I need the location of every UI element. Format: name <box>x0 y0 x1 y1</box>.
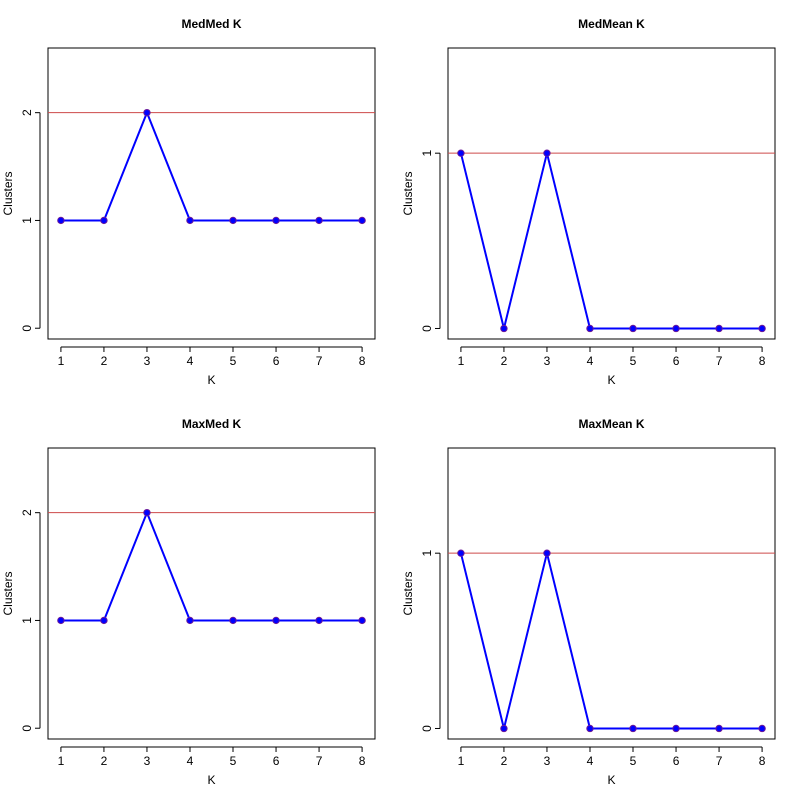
data-point <box>57 216 65 225</box>
x-tick-label: 6 <box>673 354 680 368</box>
data-point <box>629 324 637 333</box>
x-tick-label: 3 <box>144 754 151 768</box>
series-line <box>459 552 763 730</box>
y-tick-label: 1 <box>20 617 34 624</box>
data-point <box>272 616 280 625</box>
data-point <box>457 549 465 557</box>
x-tick-label: 7 <box>316 754 323 768</box>
data-point <box>672 724 680 733</box>
data-point <box>57 616 65 625</box>
data-point <box>758 724 766 733</box>
x-tick-label: 7 <box>316 354 323 368</box>
x-tick-label: 8 <box>359 354 366 368</box>
chart-panel: MedMed K 1 2 3 4 5 6 7 8 K 0 1 2 Clusters <box>1 17 376 387</box>
chart-title: MedMean K <box>578 17 645 31</box>
x-axis-label: K <box>607 773 615 787</box>
series-line <box>459 152 763 330</box>
data-point <box>143 108 151 117</box>
data-point <box>186 616 194 625</box>
chart-panel: MaxMean K 1 2 3 4 5 6 7 8 K 0 1 Clusters <box>401 417 776 787</box>
y-tick-label: 2 <box>20 509 34 516</box>
x-tick-label: 6 <box>273 354 280 368</box>
data-point <box>543 149 551 157</box>
data-point <box>143 508 151 517</box>
x-tick-label: 2 <box>501 754 508 768</box>
data-point <box>186 216 194 225</box>
data-point <box>457 149 465 157</box>
x-tick-label: 3 <box>544 354 551 368</box>
data-point <box>358 216 366 225</box>
plot-frame <box>447 47 776 340</box>
x-tick-label: 1 <box>58 754 65 768</box>
chart-title: MaxMean K <box>578 417 644 431</box>
y-axis-label: Clusters <box>401 171 415 215</box>
x-tick-label: 3 <box>144 354 151 368</box>
x-tick-label: 5 <box>230 354 237 368</box>
plot-frame <box>447 447 776 740</box>
y-tick-label: 1 <box>20 217 34 224</box>
data-point <box>229 616 237 625</box>
data-point <box>315 616 323 625</box>
data-point <box>758 324 766 333</box>
y-axis-label: Clusters <box>401 571 415 615</box>
chart-panel: MedMean K 1 2 3 4 5 6 7 8 K 0 1 Clusters <box>401 17 776 387</box>
plot-frame <box>47 447 376 740</box>
x-tick-label: 4 <box>587 754 594 768</box>
x-tick-label: 4 <box>187 754 194 768</box>
data-point <box>500 724 508 733</box>
x-tick-label: 7 <box>716 754 723 768</box>
data-point <box>715 324 723 333</box>
y-tick-label: 2 <box>20 109 34 116</box>
chart-panel: MaxMed K 1 2 3 4 5 6 7 8 K 0 1 2 Clusters <box>1 417 376 787</box>
data-point <box>272 216 280 225</box>
y-tick-label: 1 <box>420 550 434 557</box>
y-tick-label: 0 <box>420 725 434 732</box>
x-tick-label: 2 <box>101 354 108 368</box>
y-axis-label: Clusters <box>1 571 15 615</box>
data-point <box>715 724 723 733</box>
x-tick-label: 1 <box>458 754 465 768</box>
y-tick-label: 0 <box>420 325 434 332</box>
x-tick-label: 4 <box>187 354 194 368</box>
plot-frame <box>47 47 376 340</box>
data-point <box>229 216 237 225</box>
data-point <box>500 324 508 333</box>
data-point <box>629 724 637 733</box>
x-tick-label: 4 <box>587 354 594 368</box>
x-tick-label: 7 <box>716 354 723 368</box>
y-tick-label: 0 <box>20 725 34 732</box>
data-point <box>586 324 594 333</box>
series-line <box>60 109 363 222</box>
x-axis-label: K <box>207 773 215 787</box>
data-point <box>543 549 551 557</box>
x-tick-label: 5 <box>630 754 637 768</box>
x-tick-label: 3 <box>544 754 551 768</box>
data-point <box>100 616 108 625</box>
y-tick-label: 0 <box>20 325 34 332</box>
x-tick-label: 6 <box>673 754 680 768</box>
data-point <box>586 724 594 733</box>
chart-title: MaxMed K <box>182 417 242 431</box>
x-tick-label: 6 <box>273 754 280 768</box>
x-tick-label: 8 <box>359 754 366 768</box>
data-point <box>358 616 366 625</box>
data-point <box>100 216 108 225</box>
series-line <box>60 509 363 622</box>
x-tick-label: 8 <box>759 354 766 368</box>
data-point <box>315 216 323 225</box>
x-tick-label: 5 <box>630 354 637 368</box>
y-axis-label: Clusters <box>1 171 15 215</box>
x-tick-label: 2 <box>101 754 108 768</box>
data-point <box>672 324 680 333</box>
x-tick-label: 8 <box>759 754 766 768</box>
x-axis-label: K <box>607 373 615 387</box>
x-tick-label: 1 <box>58 354 65 368</box>
x-axis-label: K <box>207 373 215 387</box>
x-tick-label: 5 <box>230 754 237 768</box>
y-tick-label: 1 <box>420 150 434 157</box>
x-tick-label: 2 <box>501 354 508 368</box>
chart-title: MedMed K <box>182 17 242 31</box>
x-tick-label: 1 <box>458 354 465 368</box>
